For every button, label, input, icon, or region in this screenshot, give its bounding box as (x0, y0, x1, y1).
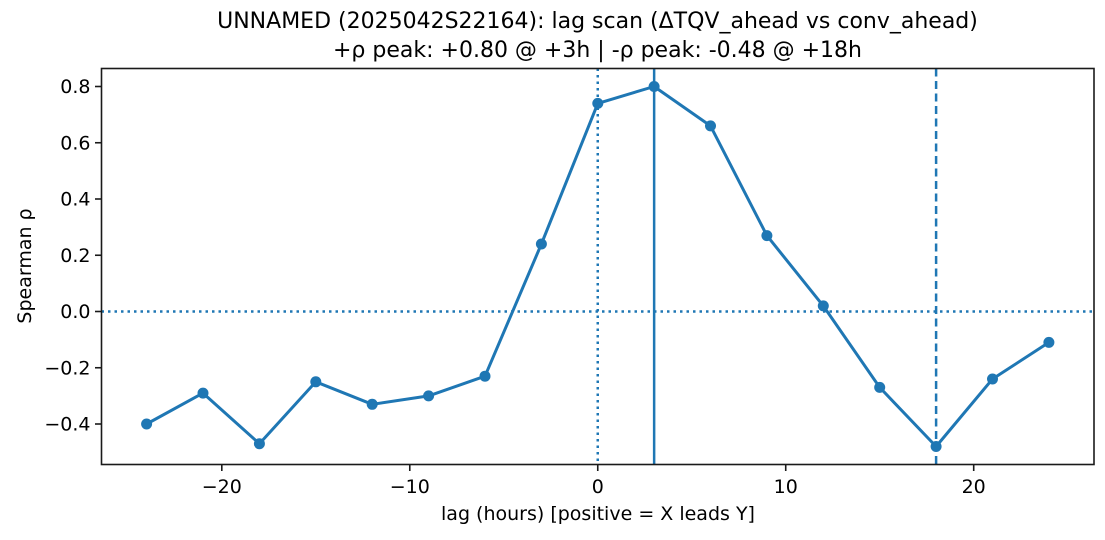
chart-title-line2: +ρ peak: +0.80 @ +3h | -ρ peak: -0.48 @ … (333, 38, 862, 63)
data-point-marker (197, 387, 209, 399)
chart-title-line1: UNNAMED (2025042S22164): lag scan (ΔTQV_… (217, 9, 978, 34)
data-point-marker (310, 376, 322, 388)
data-point-marker (535, 238, 547, 250)
y-tick-label: 0.0 (60, 301, 90, 323)
data-point-marker (987, 373, 998, 385)
x-tick-label: 0 (592, 476, 604, 498)
data-point-marker (817, 300, 829, 312)
x-tick-label: 20 (962, 476, 986, 498)
data-point-marker (366, 398, 378, 410)
data-point-marker (423, 390, 435, 402)
x-tick-label: 10 (774, 476, 798, 498)
data-point-marker (761, 230, 773, 242)
y-tick-label: 0.8 (60, 76, 90, 98)
data-point-marker (930, 441, 942, 452)
y-tick-label: 0.6 (60, 132, 90, 154)
data-point-marker (1043, 336, 1055, 348)
data-point-marker (874, 381, 886, 393)
x-tick-label: −10 (390, 476, 430, 498)
chart-title: UNNAMED (2025042S22164): lag scan (ΔTQV_… (101, 7, 1094, 65)
data-point-marker (648, 81, 660, 92)
y-tick-label: 0.2 (60, 245, 90, 267)
x-axis-label: lag (hours) [positive = X leads Y] (441, 503, 755, 525)
x-tick-label: −20 (202, 476, 242, 498)
y-tick-label: −0.2 (44, 357, 90, 379)
data-point-marker (479, 370, 491, 382)
data-point-marker (592, 97, 604, 109)
data-point-marker (705, 120, 716, 132)
y-tick-label: 0.4 (60, 189, 90, 211)
data-point-marker (141, 418, 153, 430)
y-tick-label: −0.4 (44, 414, 90, 436)
y-axis-label: Spearman ρ (14, 208, 36, 324)
data-point-marker (253, 438, 265, 450)
